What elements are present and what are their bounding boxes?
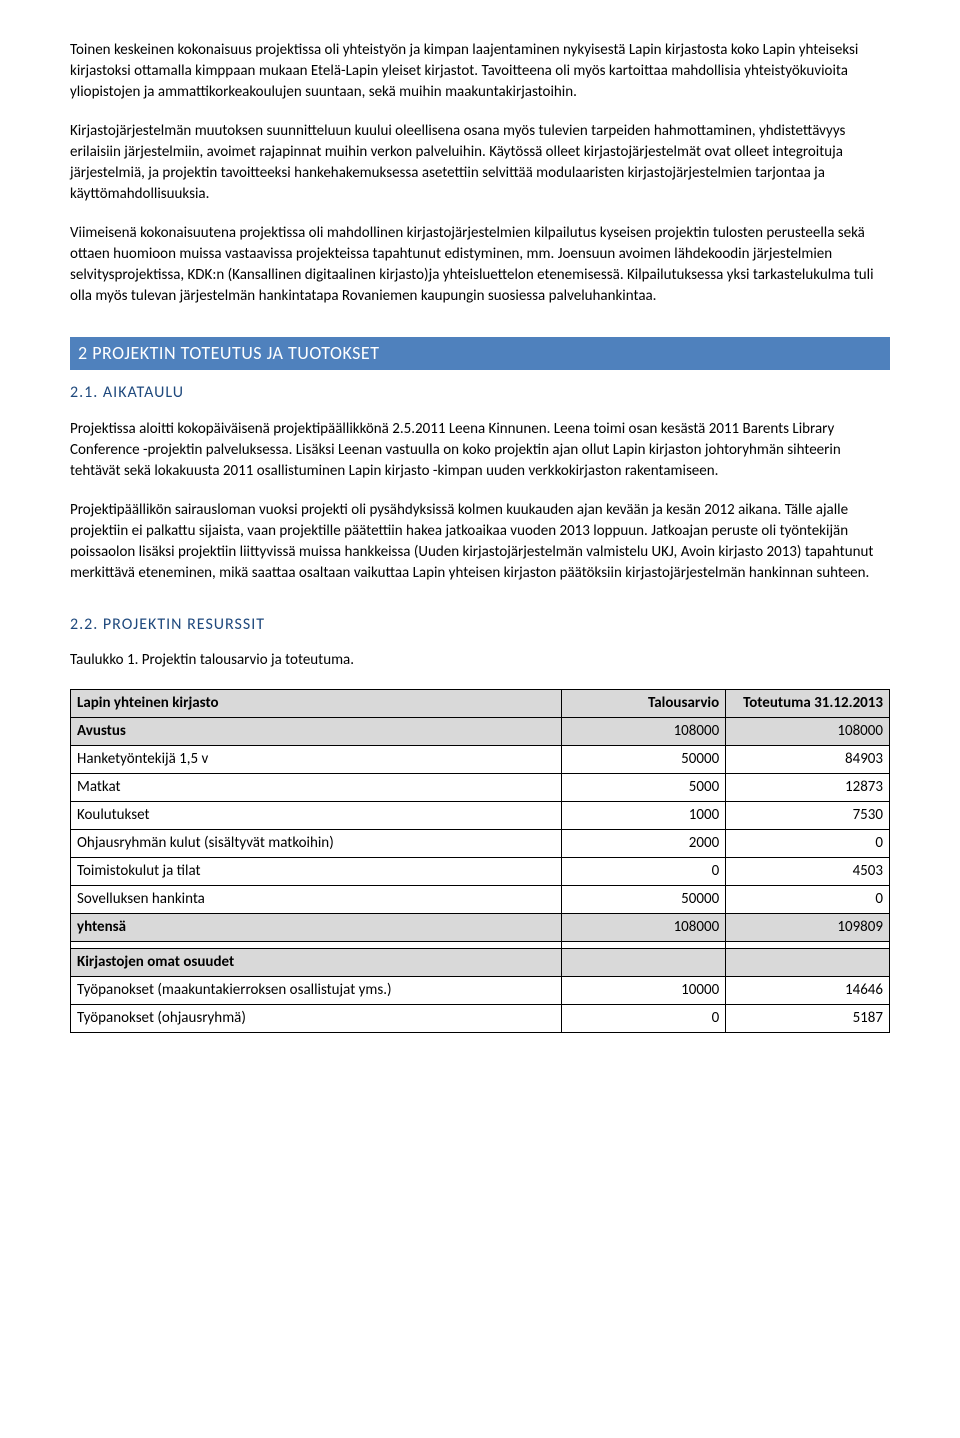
body-paragraph: Projektissa aloitti kokopäiväisenä proje… <box>70 419 890 482</box>
table-cell <box>562 948 726 976</box>
table-cell: 0 <box>726 885 890 913</box>
table-cell: 109809 <box>726 913 890 941</box>
table-cell: 2000 <box>562 829 726 857</box>
body-paragraph: Kirjastojärjestelmän muutoksen suunnitte… <box>70 121 890 205</box>
table-cell: Matkat <box>71 773 562 801</box>
table-row: Avustus108000108000 <box>71 717 890 745</box>
table-cell: 0 <box>562 857 726 885</box>
table-cell: 5000 <box>562 773 726 801</box>
table-cell <box>726 948 890 976</box>
table-cell: 10000 <box>562 976 726 1004</box>
table-row: Toimistokulut ja tilat04503 <box>71 857 890 885</box>
table-row: Hanketyöntekijä 1,5 v5000084903 <box>71 745 890 773</box>
table-cell: 1000 <box>562 801 726 829</box>
table-cell <box>726 941 890 948</box>
table-cell: 5187 <box>726 1004 890 1032</box>
table-cell: Työpanokset (maakuntakierroksen osallist… <box>71 976 562 1004</box>
table-cell: Koulutukset <box>71 801 562 829</box>
table-cell: Toimistokulut ja tilat <box>71 857 562 885</box>
table-cell: yhtensä <box>71 913 562 941</box>
budget-table: Lapin yhteinen kirjasto Talousarvio Tote… <box>70 689 890 1033</box>
table-cell: 50000 <box>562 885 726 913</box>
table-cell: 108000 <box>562 913 726 941</box>
table-row: Sovelluksen hankinta500000 <box>71 885 890 913</box>
table-header-cell: Talousarvio <box>562 689 726 717</box>
table-caption: Taulukko 1. Projektin talousarvio ja tot… <box>70 650 890 671</box>
table-row: Ohjausryhmän kulut (sisältyvät matkoihin… <box>71 829 890 857</box>
table-cell: 14646 <box>726 976 890 1004</box>
table-cell <box>562 941 726 948</box>
table-cell <box>71 941 562 948</box>
table-header-row: Lapin yhteinen kirjasto Talousarvio Tote… <box>71 689 890 717</box>
section-heading-banner: 2 PROJEKTIN TOTEUTUS JA TUOTOKSET <box>70 337 890 370</box>
table-header-cell: Lapin yhteinen kirjasto <box>71 689 562 717</box>
subsection-heading: 2.2. PROJEKTIN RESURSSIT <box>70 614 890 636</box>
table-row: yhtensä108000109809 <box>71 913 890 941</box>
table-row: Työpanokset (maakuntakierroksen osallist… <box>71 976 890 1004</box>
table-cell: 50000 <box>562 745 726 773</box>
table-cell: 84903 <box>726 745 890 773</box>
table-cell: Avustus <box>71 717 562 745</box>
table-cell: 108000 <box>562 717 726 745</box>
table-cell: Ohjausryhmän kulut (sisältyvät matkoihin… <box>71 829 562 857</box>
table-cell: Sovelluksen hankinta <box>71 885 562 913</box>
table-cell: 4503 <box>726 857 890 885</box>
table-cell: 0 <box>726 829 890 857</box>
body-paragraph: Toinen keskeinen kokonaisuus projektissa… <box>70 40 890 103</box>
table-cell: 7530 <box>726 801 890 829</box>
table-cell: 108000 <box>726 717 890 745</box>
table-cell: 0 <box>562 1004 726 1032</box>
table-row: Matkat500012873 <box>71 773 890 801</box>
table-header-cell: Toteutuma 31.12.2013 <box>726 689 890 717</box>
table-cell: 12873 <box>726 773 890 801</box>
table-row <box>71 941 890 948</box>
subsection-heading: 2.1. AIKATAULU <box>70 382 890 404</box>
table-row: Kirjastojen omat osuudet <box>71 948 890 976</box>
table-cell: Hanketyöntekijä 1,5 v <box>71 745 562 773</box>
table-row: Työpanokset (ohjausryhmä)05187 <box>71 1004 890 1032</box>
body-paragraph: Viimeisenä kokonaisuutena projektissa ol… <box>70 223 890 307</box>
table-cell: Työpanokset (ohjausryhmä) <box>71 1004 562 1032</box>
table-row: Koulutukset10007530 <box>71 801 890 829</box>
body-paragraph: Projektipäällikön sairausloman vuoksi pr… <box>70 500 890 584</box>
table-cell: Kirjastojen omat osuudet <box>71 948 562 976</box>
